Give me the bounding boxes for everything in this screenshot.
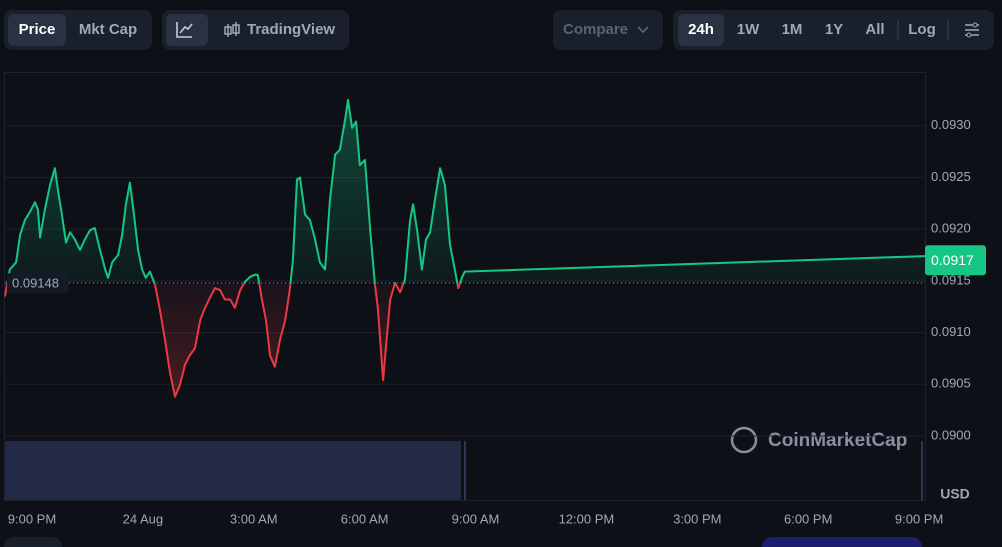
y-tick-label: 0.0900: [931, 427, 971, 442]
range-active: [678, 14, 724, 46]
mktcap-button-label[interactable]: Mkt Cap: [79, 21, 137, 38]
analyze-button[interactable]: [762, 537, 922, 547]
x-tick-label: 12:00 PM: [559, 511, 615, 526]
watermark-text: CoinMarketCap: [768, 430, 907, 451]
range-button-label[interactable]: 24h: [688, 21, 714, 38]
x-tick-label: 3:00 PM: [673, 511, 721, 526]
price-line: [4, 98, 926, 398]
compare-button-label[interactable]: Compare: [563, 21, 628, 38]
currency-label: USD: [940, 486, 970, 502]
x-tick-label: 6:00 AM: [341, 511, 389, 526]
x-tick-label: 9:00 PM: [895, 511, 943, 526]
price-button-label[interactable]: Price: [19, 21, 56, 38]
x-tick-label: 9:00 AM: [452, 511, 500, 526]
tool-group: [162, 10, 349, 50]
range-button-label[interactable]: 1M: [782, 21, 803, 38]
range-button-label[interactable]: 1Y: [825, 21, 843, 38]
y-tick-label: 0.0915: [931, 272, 971, 287]
y-tick-label: 0.0925: [931, 169, 971, 184]
current-price-tag: [925, 245, 986, 276]
y-tick-label: 0.0930: [931, 117, 971, 132]
tradingview-button-label[interactable]: TradingView: [247, 21, 335, 38]
y-tick-label: 0.0920: [931, 221, 971, 236]
range-group: [673, 10, 994, 50]
line-icon: [176, 22, 193, 38]
price-button[interactable]: [8, 14, 66, 46]
settings-knob: [966, 32, 972, 38]
y-tick-label: 0.0905: [931, 376, 971, 391]
current-price-label: 0.0917: [931, 252, 974, 268]
compare-button[interactable]: [553, 10, 663, 50]
bottom-button[interactable]: [4, 537, 62, 547]
range-button-label[interactable]: 1W: [737, 21, 760, 38]
y-tick-label: 0.0910: [931, 324, 971, 339]
line-button[interactable]: [166, 14, 208, 46]
baseline-tag: [7, 272, 69, 293]
x-tick-label: 3:00 AM: [230, 511, 278, 526]
x-tick-label: 6:00 PM: [784, 511, 832, 526]
x-tick-label: 9:00 PM: [8, 511, 56, 526]
volume-area: [5, 441, 461, 500]
watermark-logo: [730, 426, 758, 454]
chevron: [637, 26, 649, 34]
candle-icon: [224, 22, 240, 37]
x-tick-label: 24 Aug: [123, 511, 164, 526]
settings-knob: [972, 22, 978, 28]
watermark: CoinMarketCap: [730, 426, 907, 454]
log-button-label[interactable]: Log: [908, 21, 936, 38]
plot-frame: [4, 72, 926, 501]
baseline-label: 0.09148: [12, 275, 59, 290]
range-button-label[interactable]: All: [865, 21, 884, 38]
